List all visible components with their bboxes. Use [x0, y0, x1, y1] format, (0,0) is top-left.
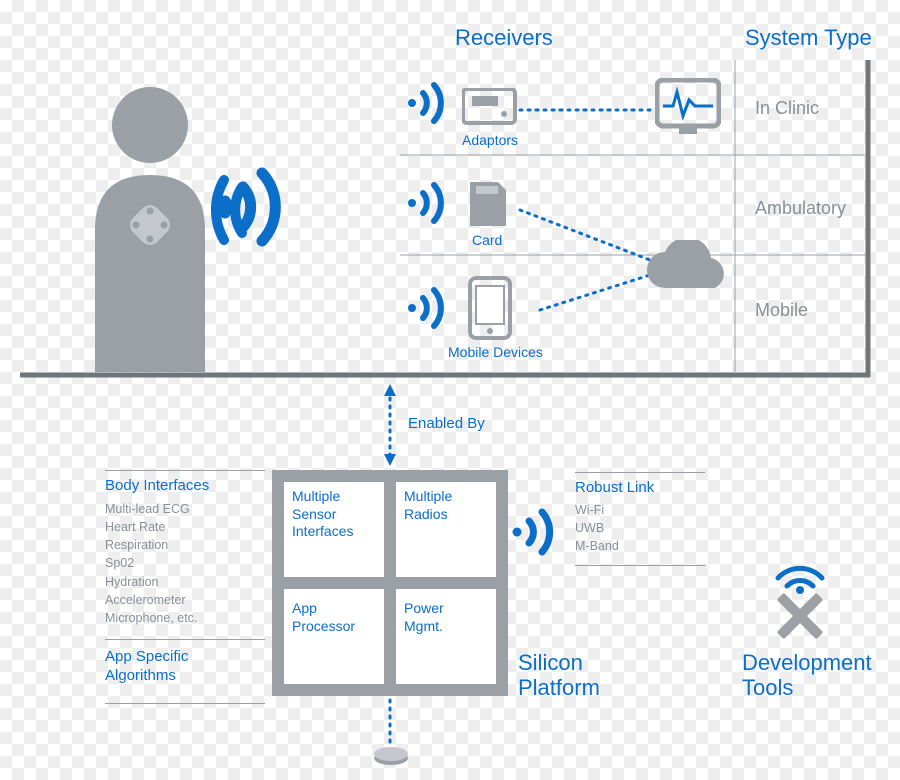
receivers-header: Receivers	[455, 25, 553, 51]
quad-power: Power Mgmt.	[404, 600, 496, 635]
body-wifi-icon-2	[210, 160, 305, 255]
body-interfaces-title: Body Interfaces	[105, 477, 265, 494]
card-label: Card	[472, 232, 502, 248]
adaptors-label: Adaptors	[462, 132, 518, 148]
silicon-platform-title: Silicon Platform	[518, 650, 600, 701]
robust-link-list: Wi-FiUWBM-Band	[575, 501, 705, 555]
adaptor-icon	[462, 88, 517, 128]
type-ambulatory: Ambulatory	[755, 198, 846, 219]
type-inclinic: In Clinic	[755, 98, 819, 119]
platform-wifi-icon	[510, 505, 565, 560]
mobile-label: Mobile Devices	[448, 344, 543, 360]
mobile-icon	[468, 276, 512, 340]
clinic-monitor-icon	[655, 78, 721, 138]
quad-app: App Processor	[292, 600, 384, 635]
wifi-icon-row1	[405, 78, 455, 128]
type-mobile: Mobile	[755, 300, 808, 321]
wifi-icon-row3	[405, 283, 455, 333]
quad-radios: Multiple Radios	[404, 488, 496, 523]
disc-icon	[372, 745, 410, 767]
robust-link-panel: Robust Link Wi-FiUWBM-Band	[575, 472, 705, 566]
systemtype-header: System Type	[745, 25, 872, 51]
body-interfaces-list: Multi-lead ECGHeart RateRespirationSp02H…	[105, 500, 265, 627]
silicon-platform-grid: Multiple Sensor Interfaces Multiple Radi…	[272, 470, 508, 696]
wifi-icon-row2	[405, 178, 455, 228]
enabled-by-label: Enabled By	[408, 415, 485, 432]
devtools-title: Development Tools	[742, 650, 872, 701]
devtools-icon	[760, 560, 840, 640]
card-icon	[466, 180, 510, 230]
robust-link-title: Robust Link	[575, 479, 705, 496]
cloud-icon	[640, 240, 735, 300]
app-algorithms-title: App Specific Algorithms	[105, 648, 265, 686]
left-text-panel: Body Interfaces Multi-lead ECGHeart Rate…	[105, 470, 265, 704]
quad-sensor: Multiple Sensor Interfaces	[292, 488, 384, 541]
